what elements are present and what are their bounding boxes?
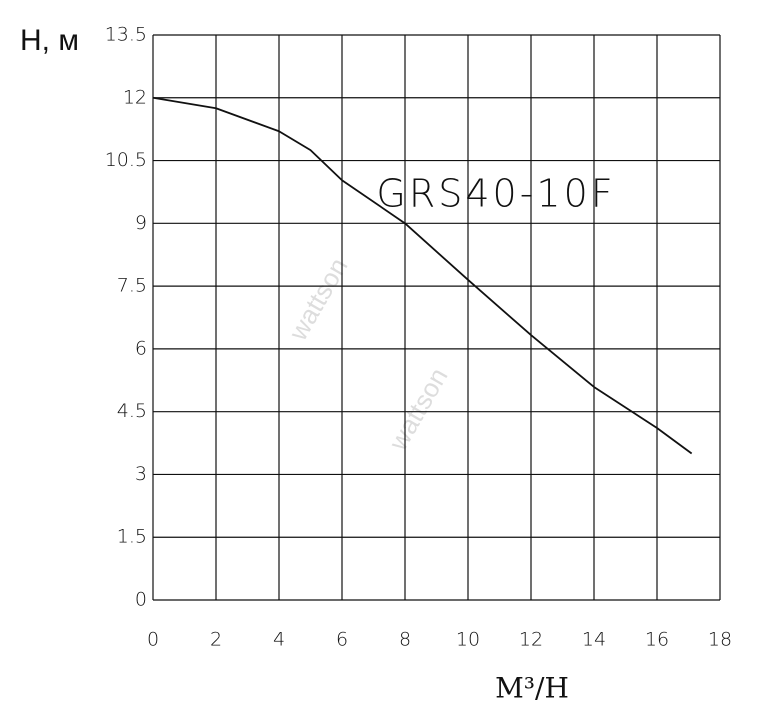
- watermark: wattson: [382, 363, 453, 456]
- y-tick-label: 3: [135, 463, 147, 485]
- y-tick-label: 10.5: [105, 149, 147, 171]
- x-tick-label: 6: [336, 629, 348, 651]
- x-tick-label: 14: [582, 629, 606, 651]
- y-tick-label: 4.5: [117, 400, 147, 422]
- x-tick-label: 16: [645, 629, 669, 651]
- x-tick-label: 8: [399, 629, 411, 651]
- y-tick-label: 7.5: [117, 275, 147, 297]
- y-tick-label: 6: [135, 337, 147, 359]
- y-axis-label: H, м: [20, 24, 79, 57]
- y-tick-label: 12: [123, 86, 147, 108]
- y-tick-label: 0: [135, 589, 147, 611]
- y-tick-label: 1.5: [117, 526, 147, 548]
- y-tick-label: 13.5: [105, 24, 147, 46]
- watermark: wattson: [282, 253, 353, 346]
- y-tick-label: 9: [135, 212, 147, 234]
- x-tick-label: 18: [708, 629, 732, 651]
- curve-annotation: GRS40-10F: [376, 172, 615, 216]
- x-tick-label: 10: [456, 629, 480, 651]
- x-tick-label: 0: [147, 629, 159, 651]
- curve: [152, 96, 693, 455]
- x-tick-label: 4: [273, 629, 285, 651]
- x-tick-label: 2: [210, 629, 222, 651]
- x-tick-label: 12: [519, 629, 543, 651]
- x-axis-label: M³/H: [495, 672, 569, 705]
